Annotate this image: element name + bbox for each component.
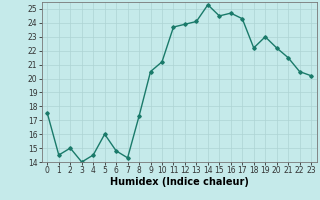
X-axis label: Humidex (Indice chaleur): Humidex (Indice chaleur) — [110, 177, 249, 187]
